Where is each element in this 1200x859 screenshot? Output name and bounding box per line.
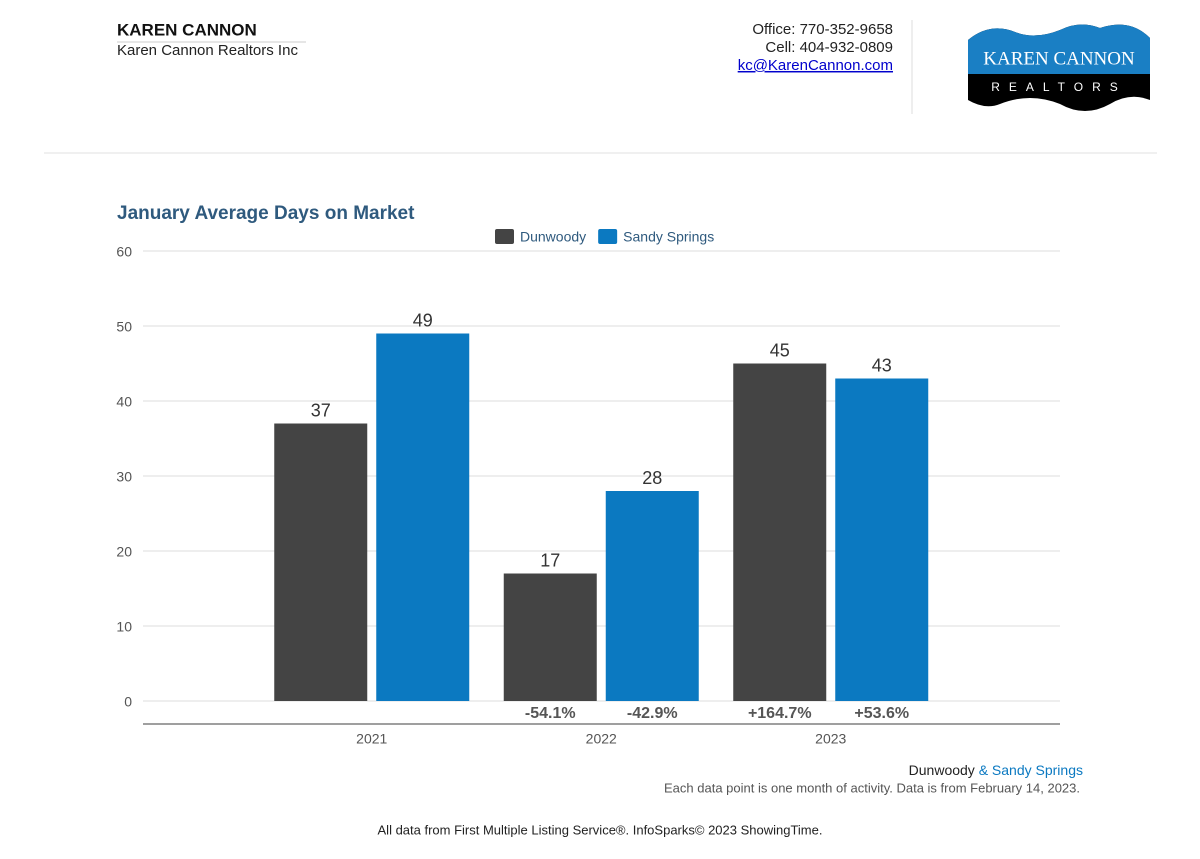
y-tick-label: 30: [116, 469, 132, 485]
y-tick-label: 50: [116, 319, 132, 335]
logo-title: KAREN CANNON: [983, 48, 1135, 69]
source-note: All data from First Multiple Listing Ser…: [378, 822, 823, 837]
logo-top: [968, 24, 1150, 75]
logo-subtitle: REALTORS: [991, 80, 1127, 94]
area-caption: Dunwoody & Sandy Springs: [909, 762, 1083, 778]
bar: [376, 333, 470, 701]
change-label: +53.6%: [854, 705, 909, 722]
value-label: 37: [311, 400, 331, 420]
bar: [274, 423, 368, 701]
value-label: 45: [770, 340, 790, 360]
value-label: 43: [872, 355, 892, 375]
x-tick-label: 2021: [356, 731, 387, 747]
y-tick-label: 0: [124, 694, 132, 710]
bar: [503, 573, 597, 701]
change-label: +164.7%: [748, 705, 812, 722]
y-tick-label: 20: [116, 544, 132, 560]
legend-swatch: [598, 229, 618, 244]
value-label: 49: [413, 310, 433, 330]
y-tick-label: 10: [116, 619, 132, 635]
company: Karen Cannon Realtors Inc: [117, 42, 298, 59]
y-tick-label: 60: [116, 244, 132, 260]
legend-label: Dunwoody: [520, 229, 586, 245]
value-label: 17: [540, 550, 560, 570]
area-second: & Sandy Springs: [979, 762, 1083, 778]
chart-title: January Average Days on Market: [117, 203, 415, 224]
bar: [733, 363, 827, 701]
x-tick-label: 2022: [586, 731, 617, 747]
legend-label: Sandy Springs: [623, 229, 714, 245]
y-tick-label: 40: [116, 394, 132, 410]
legend-swatch: [495, 229, 514, 244]
area-first: Dunwoody: [909, 762, 975, 778]
bar: [835, 378, 929, 701]
x-tick-label: 2023: [815, 731, 846, 747]
change-label: -42.9%: [627, 705, 678, 722]
change-label: -54.1%: [525, 705, 576, 722]
value-label: 28: [642, 468, 662, 488]
bar: [605, 491, 699, 701]
data-note: Each data point is one month of activity…: [664, 780, 1080, 795]
email-link[interactable]: kc@KarenCannon.com: [738, 57, 893, 74]
agent-name: KAREN CANNON: [117, 20, 257, 39]
office-phone: Office: 770-352-9658: [752, 21, 893, 38]
cell-phone: Cell: 404-932-0809: [765, 39, 893, 56]
